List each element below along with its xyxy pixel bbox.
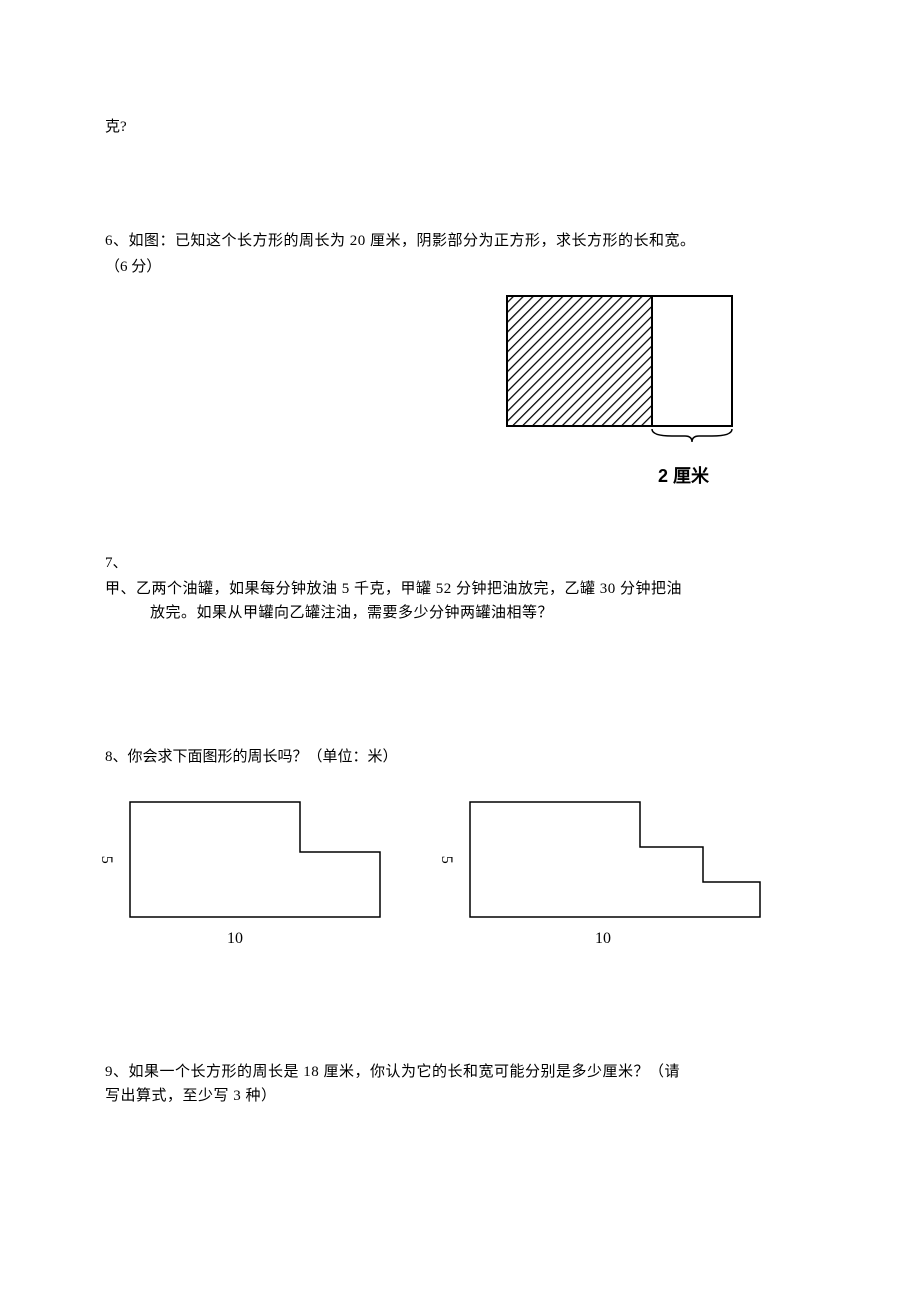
q8-fig2-svg <box>445 797 765 922</box>
q7-line2: 放完。如果从甲罐向乙罐注油，需要多少分钟两罐油相等？ <box>150 601 815 625</box>
question-9: 9、如果一个长方形的周长是 18 厘米，你认为它的长和宽可能分别是多少厘米？（请… <box>105 1060 815 1108</box>
q6-text: 6、如图：已知这个长方形的周长为 20 厘米，阴影部分为正方形，求长方形的长和宽… <box>105 229 815 253</box>
fragment-text: 克? <box>105 115 815 139</box>
question-8: 8、你会求下面图形的周长吗？（单位：米） 5 10 5 10 <box>105 745 815 930</box>
q9-line1: 9、如果一个长方形的周长是 18 厘米，你认为它的长和宽可能分别是多少厘米？（请 <box>105 1060 815 1084</box>
q8-figure-2: 5 10 <box>445 797 765 930</box>
q8-fig1-svg <box>105 797 385 922</box>
q8-fig1-label-v: 5 <box>93 856 119 864</box>
q6-points: （6 分） <box>105 255 815 279</box>
q8-text: 8、你会求下面图形的周长吗？（单位：米） <box>105 745 815 769</box>
q8-fig2-label-h: 10 <box>595 926 611 952</box>
q6-gap-label: 2 厘米 <box>658 462 815 491</box>
q8-fig2-label-v: 5 <box>433 856 459 864</box>
fragment-content: 克? <box>105 119 127 135</box>
q8-figures-container: 5 10 5 10 <box>105 797 815 930</box>
question-6: 6、如图：已知这个长方形的周长为 20 厘米，阴影部分为正方形，求长方形的长和宽… <box>105 229 815 491</box>
q7-line1: 甲、乙两个油罐，如果每分钟放油 5 千克，甲罐 52 分钟把油放完，乙罐 30 … <box>105 577 815 601</box>
question-7: 7、 甲、乙两个油罐，如果每分钟放油 5 千克，甲罐 52 分钟把油放完，乙罐 … <box>105 551 815 625</box>
q7-header: 7、 <box>105 551 815 575</box>
q6-diagram <box>505 294 745 449</box>
q6-figure <box>505 294 815 457</box>
q8-figure-1: 5 10 <box>105 797 385 930</box>
q9-line2: 写出算式，至少写 3 种） <box>105 1084 815 1108</box>
q8-fig1-label-h: 10 <box>227 926 243 952</box>
